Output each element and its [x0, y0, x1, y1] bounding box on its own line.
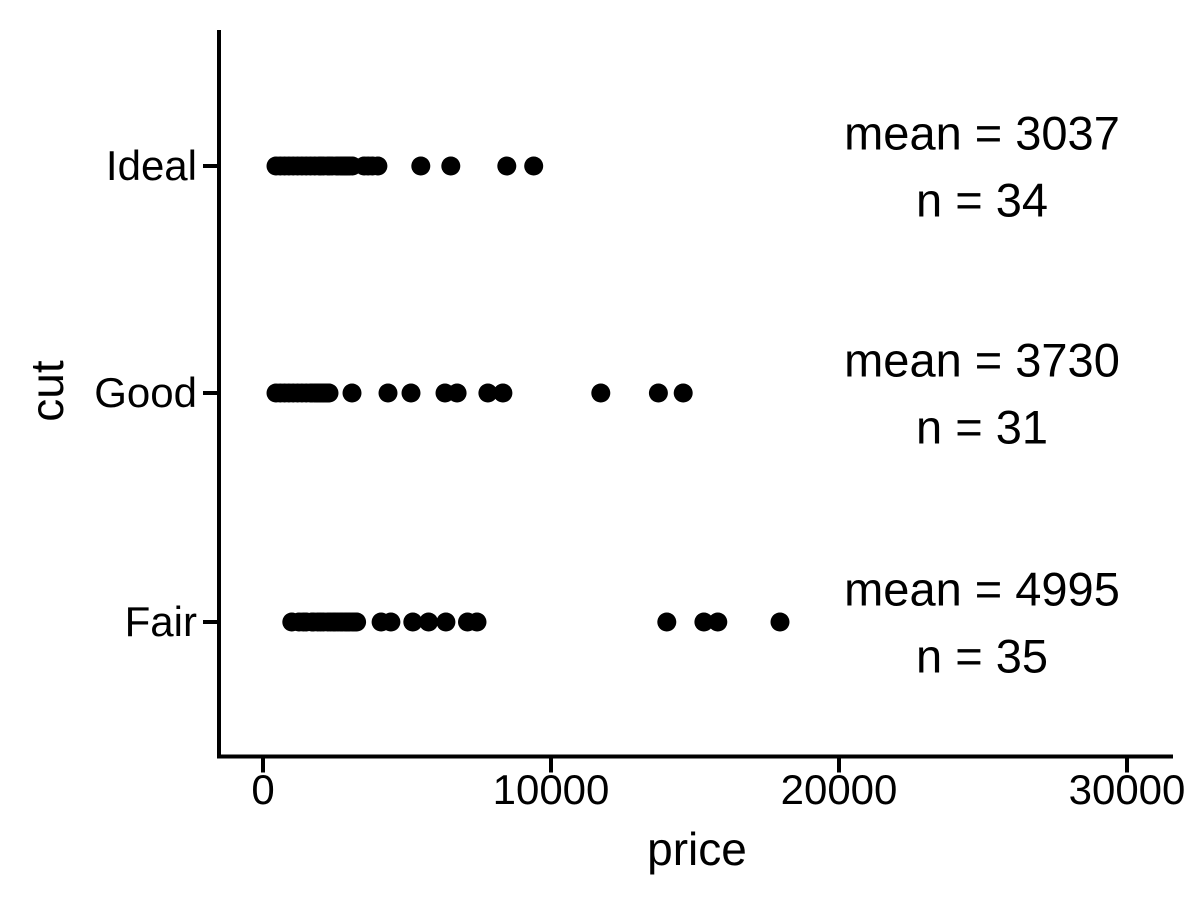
data-point [478, 383, 498, 403]
x-tick-mark [1125, 758, 1129, 773]
x-tick-mark [261, 758, 265, 773]
data-point [673, 383, 693, 403]
x-tick-mark [837, 758, 841, 773]
data-point [368, 156, 388, 176]
data-point [337, 612, 356, 632]
data-point [441, 156, 461, 176]
data-point [493, 383, 513, 403]
data-point [694, 612, 714, 632]
y-tick-label-fair: Fair [124, 598, 197, 645]
data-point [342, 383, 362, 403]
data-point [411, 156, 431, 176]
y-tick-mark [203, 391, 217, 395]
y-tick-label-ideal: Ideal [105, 142, 197, 189]
x-tick-mark [549, 758, 553, 773]
data-point [591, 383, 611, 403]
data-point [524, 156, 544, 176]
x-tick-label-0: 0 [251, 766, 275, 813]
y-tick-mark [203, 620, 217, 624]
annotation-mean-ideal: mean = 3037 [844, 106, 1120, 160]
data-point [708, 612, 728, 632]
y-tick-mark [203, 164, 217, 168]
x-tick-label-10000: 10000 [492, 766, 610, 813]
data-point [381, 612, 401, 632]
data-point [419, 612, 439, 632]
data-point [648, 383, 668, 403]
y-axis-title: cut [21, 360, 73, 422]
data-point [378, 383, 398, 403]
annotation-mean-good: mean = 3730 [844, 333, 1120, 387]
data-point [401, 383, 421, 403]
annotation-n-ideal: n = 34 [916, 173, 1048, 227]
data-point [318, 383, 338, 403]
y-tick-label-good: Good [94, 369, 197, 416]
data-point [467, 612, 487, 632]
annotation-n-good: n = 31 [916, 400, 1048, 454]
data-point [447, 383, 467, 403]
x-axis-line [217, 754, 1173, 759]
annotation-mean-fair: mean = 4995 [844, 562, 1120, 616]
x-tick-label-20000: 20000 [780, 766, 898, 813]
data-point [436, 612, 456, 632]
x-tick-label-30000: 30000 [1068, 766, 1186, 813]
annotation-n-fair: n = 35 [916, 629, 1048, 683]
data-point [770, 612, 790, 632]
data-point [403, 612, 423, 632]
data-point [497, 156, 517, 176]
x-axis-title: price [647, 823, 747, 875]
data-point [657, 612, 677, 632]
y-axis-line [217, 30, 221, 759]
